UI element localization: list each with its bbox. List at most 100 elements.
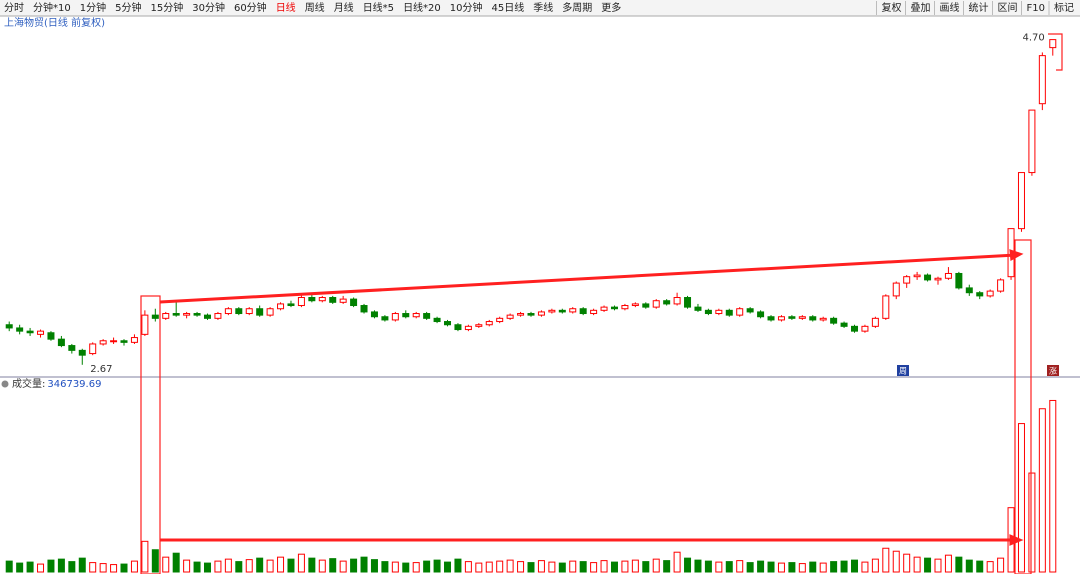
toolbar-button[interactable]: 5分钟 (115, 1, 141, 14)
candle-body (37, 330, 45, 335)
volume-bar (548, 561, 556, 573)
volume-bar (798, 563, 806, 573)
toolbar-button[interactable]: 季线 (533, 1, 553, 14)
volume-bar (913, 556, 921, 573)
volume-bar (141, 540, 149, 573)
candle-body (57, 338, 65, 347)
candle-body (1049, 39, 1057, 49)
toolbar-button[interactable]: 15分钟 (150, 1, 183, 14)
volume-bar (590, 562, 598, 573)
volume-bar (214, 560, 222, 573)
volume-bar (809, 561, 817, 573)
candle-body (130, 337, 138, 343)
candle-body (600, 306, 608, 311)
candle-body (715, 309, 723, 315)
candle-body (809, 316, 817, 321)
candle-body (777, 316, 785, 321)
toolbar-button[interactable]: 分时 (4, 2, 24, 14)
candle-body (934, 277, 942, 281)
toolbar-button[interactable]: 30分钟 (192, 1, 225, 14)
candle-body (433, 317, 441, 323)
candle-body (757, 311, 765, 318)
toolbar-button[interactable]: 10分钟 (450, 1, 483, 14)
toolbar-button[interactable]: 复权 (882, 1, 902, 14)
arrow-head (1009, 534, 1024, 546)
bracket (1048, 33, 1063, 71)
volume-bar (402, 562, 410, 573)
volume-bar (924, 557, 932, 573)
toolbar-button[interactable]: 月线 (334, 1, 354, 14)
volume-bar (537, 560, 545, 573)
toolbar-button[interactable]: 日线*20 (403, 1, 441, 14)
candle-body (151, 314, 159, 319)
candle-body (5, 324, 13, 329)
candle-body (861, 325, 869, 332)
candle-body (684, 297, 692, 308)
event-badge (897, 365, 909, 376)
toolbar-button[interactable]: 区间 (998, 1, 1018, 14)
volume-bar (871, 558, 879, 573)
volume-bar (245, 559, 253, 573)
candle-body (193, 313, 201, 316)
toolbar-button[interactable]: 多周期 (562, 1, 592, 14)
candle-body (381, 316, 389, 321)
volume-bar (663, 560, 671, 573)
volume-bar (339, 560, 347, 573)
toolbar-button[interactable]: 日线 (276, 1, 296, 14)
volume-bar (631, 559, 639, 573)
toolbar-button[interactable]: 1分钟 (80, 1, 106, 14)
annotations (140, 33, 1063, 574)
volume-bar (851, 559, 859, 573)
volume-bar (37, 563, 45, 573)
candle-body (287, 303, 295, 307)
candle-body (444, 321, 452, 326)
candle-body (997, 279, 1005, 292)
volume-bar (652, 558, 660, 573)
toolbar-button[interactable]: 日线*5 (363, 1, 394, 14)
toolbar-button[interactable]: 叠加 (911, 2, 931, 14)
toolbar-button[interactable]: 分钟*10 (33, 1, 71, 14)
volume-bar (391, 561, 399, 573)
toolbar-button[interactable]: 45日线 (492, 1, 525, 14)
volume-bar (704, 560, 712, 573)
high-label: 4.70 (1023, 33, 1045, 44)
volume-bar (715, 561, 723, 573)
toolbar-button[interactable]: 标记 (1054, 2, 1074, 14)
candle-body (882, 295, 890, 319)
volume-bar (621, 560, 629, 573)
volume-bar (370, 559, 378, 573)
volume-bar (819, 562, 827, 573)
toolbar-button[interactable]: 画线 (940, 1, 960, 14)
toolbar-button[interactable]: 统计 (969, 1, 989, 14)
candle-body (621, 305, 629, 310)
volume-bar (1038, 408, 1046, 573)
volume-bar (746, 562, 754, 573)
toolbar-button[interactable]: 60分钟 (234, 1, 267, 14)
volume-bar (965, 559, 973, 573)
toolbar-button[interactable]: 周线 (305, 1, 325, 14)
candle-body (652, 300, 660, 308)
candle-body (924, 274, 932, 281)
event-badge-label: 周 (899, 367, 907, 376)
arrow-head (1009, 249, 1024, 261)
event-badge-label: 涨 (1049, 366, 1057, 376)
volume-bar (1049, 399, 1057, 573)
candle-body (454, 324, 462, 331)
candle-body (871, 317, 879, 327)
candle-body (183, 313, 191, 316)
candle-body (350, 298, 358, 307)
volume-bar (610, 561, 618, 573)
toolbar-button[interactable]: 更多 (601, 1, 621, 14)
candle-body (339, 298, 347, 303)
volume-bar (318, 559, 326, 573)
toolbar-button[interactable]: F10 (1027, 3, 1045, 14)
candle-body (673, 297, 681, 305)
volume-bar (777, 562, 785, 573)
volume-bar (882, 547, 890, 573)
volume-bar (183, 559, 191, 573)
volume-bar (517, 561, 525, 573)
volume-bar (757, 560, 765, 573)
candle-body (631, 303, 639, 307)
